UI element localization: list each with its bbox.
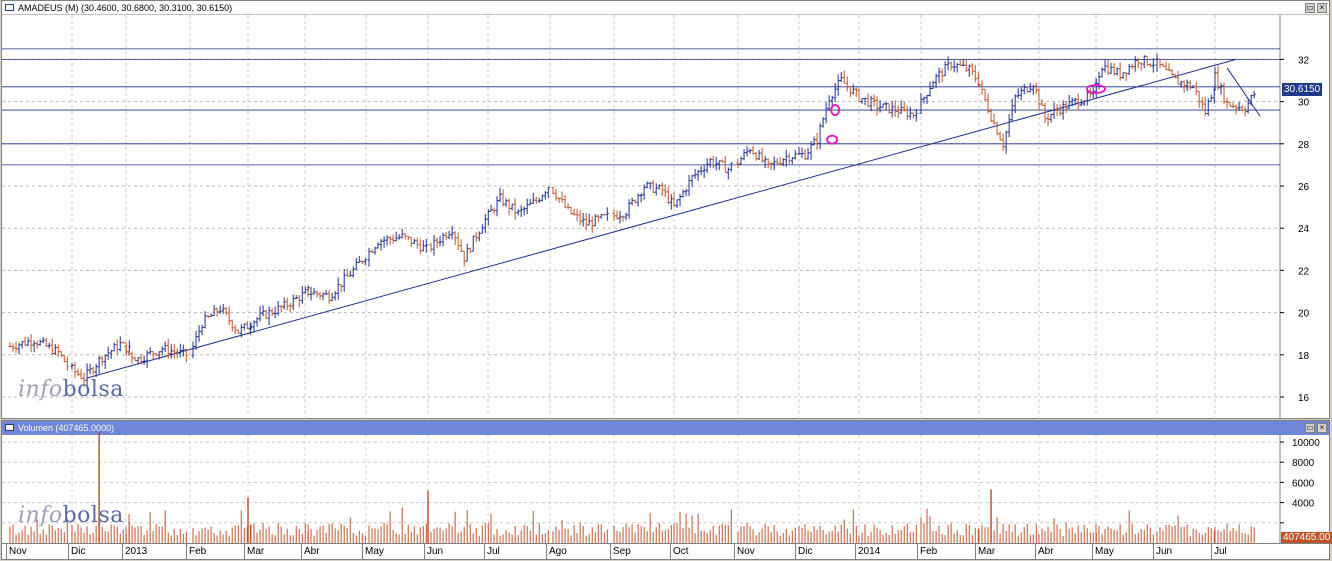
month-tick [734,544,735,560]
volume-chart: 4000 6000 8000 10000 [2,431,1320,545]
month-label: Dic [798,546,813,557]
volume-panel-title: Volumen (407465.0000) [18,423,115,433]
gap-marker [830,104,841,117]
time-axis: Nov Dic 2013 Feb Mar Abr May Jun Jul Ago Sep Oct Nov… [1,543,1330,560]
last-price-label: 30.6150 [1282,83,1323,96]
month-tick [244,544,245,560]
infobolsa-logo: infobolsa [18,377,124,402]
month-tick [855,544,856,560]
month-tick [670,544,671,560]
price-tick-label: 24 [1298,224,1310,235]
volume-tick-label: 8000 [1292,458,1315,469]
price-tick-label: 22 [1298,266,1310,277]
price-tick-label: 30 [1298,98,1310,109]
restore-button[interactable]: ▭ [1305,3,1315,13]
month-tick [186,544,187,560]
month-tick [484,544,485,560]
price-tick-label: 32 [1298,55,1310,66]
month-label: Feb [189,546,207,557]
month-tick [1211,544,1212,560]
close-button[interactable]: × [1317,3,1327,13]
month-label: Abr [1038,546,1054,557]
month-tick [362,544,363,560]
price-tick-label: 26 [1298,182,1310,193]
price-tick-label: 20 [1298,309,1310,320]
month-label: Dic [71,546,86,557]
month-tick [122,544,123,560]
month-tick [1035,544,1036,560]
month-label: Jul [1214,546,1227,557]
volume-tick-label: 10000 [1292,438,1320,449]
month-label: Ago [549,546,567,557]
last-volume-label: 407465.00 [1281,532,1332,544]
close-button[interactable]: × [1317,423,1327,433]
price-tick-label: 28 [1298,140,1310,151]
gap-marker [1086,83,1106,94]
month-tick [6,544,7,560]
month-label: Nov [737,546,755,557]
month-tick [68,544,69,560]
month-tick [424,544,425,560]
chart-window-icon [5,424,14,431]
volume-tick-label: 6000 [1292,478,1315,489]
price-panel: AMADEUS (M) (30.4600, 30.6800, 30.3100, … [1,0,1330,419]
month-label: Nov [9,546,27,557]
price-panel-titlebar: AMADEUS (M) (30.4600, 30.6800, 30.3100, … [2,1,1329,15]
month-tick [975,544,976,560]
month-label: Jun [1156,546,1173,557]
month-label: Oct [673,546,689,557]
volume-tick-label: 4000 [1292,499,1315,510]
month-label: May [365,546,384,557]
trend-line [86,58,1237,379]
month-label: Jun [427,546,444,557]
volume-panel-titlebar: Volumen (407465.0000) ▭ × [2,421,1329,435]
gap-marker [826,134,839,145]
month-label: Abr [304,546,320,557]
month-tick [301,544,302,560]
month-label: 2013 [125,546,148,557]
chart-window-icon [5,4,14,11]
short-trend-line [1226,67,1261,117]
price-panel-title: AMADEUS (M) (30.4600, 30.6800, 30.3100, … [18,3,233,13]
infobolsa-logo: infobolsa [18,503,124,528]
volume-panel: Volumen (407465.0000) ▭ × 4000 6000 8000 10… [1,420,1332,545]
month-tick [1153,544,1154,560]
month-label: Mar [978,546,996,557]
month-label: May [1095,546,1114,557]
restore-button[interactable]: ▭ [1305,423,1315,433]
month-label: Feb [920,546,938,557]
month-label: 2014 [858,546,881,557]
price-tick-label: 18 [1298,351,1310,362]
month-tick [610,544,611,560]
price-tick-label: 16 [1298,393,1310,404]
month-tick [795,544,796,560]
price-chart: 16 18 20 22 24 26 28 30 32 [2,15,1310,419]
month-tick [917,544,918,560]
month-label: Jul [487,546,500,557]
month-label: Sep [613,546,631,557]
month-tick [546,544,547,560]
month-tick [1092,544,1093,560]
month-label: Mar [247,546,265,557]
